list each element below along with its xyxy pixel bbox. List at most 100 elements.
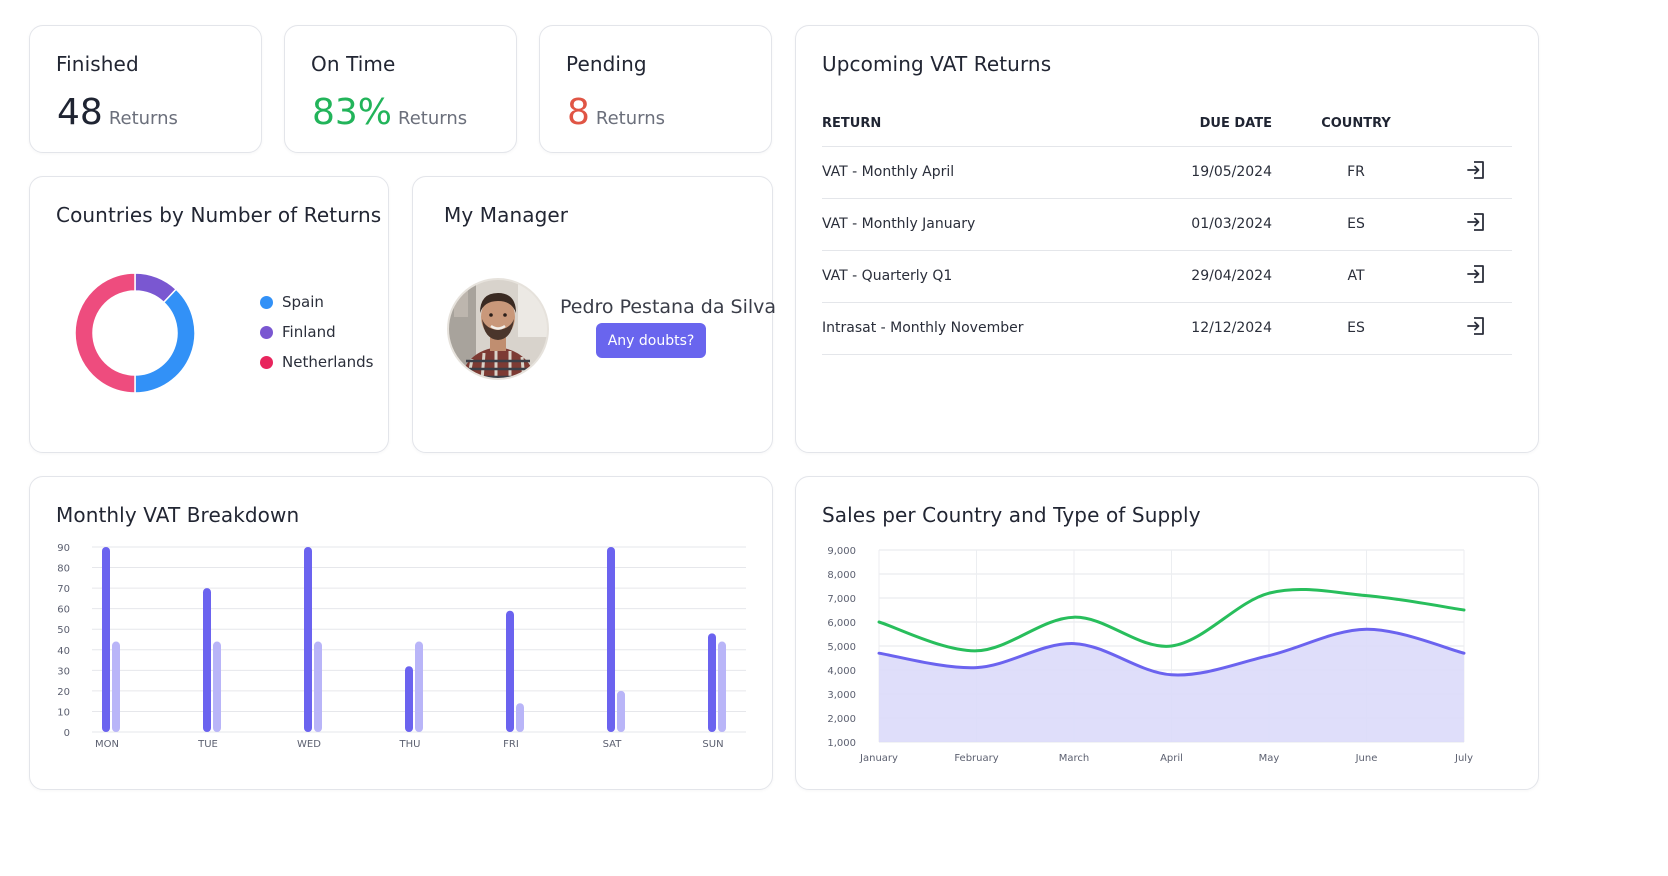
x-tick-label: July xyxy=(1454,753,1473,764)
x-tick-label: MON xyxy=(95,739,119,750)
open-return-icon[interactable] xyxy=(1466,264,1486,284)
bar[interactable] xyxy=(718,641,726,732)
y-tick-label: 3,000 xyxy=(827,690,856,701)
bar[interactable] xyxy=(213,641,221,732)
bar[interactable] xyxy=(102,547,110,732)
x-tick-label: April xyxy=(1160,753,1183,764)
manager-name: Pedro Pestana da Silva xyxy=(560,296,777,318)
sales-line-chart: 1,000 2,000 3,000 4,000 5,000 6,000 7,000 8,000… xyxy=(827,546,1473,764)
bar[interactable] xyxy=(405,666,413,732)
open-return-icon[interactable] xyxy=(1466,316,1486,336)
bar[interactable] xyxy=(617,690,625,732)
y-tick-label: 20 xyxy=(57,687,70,698)
series-line[interactable] xyxy=(877,587,1466,653)
sales-title: Sales per Country and Type of Supply xyxy=(822,503,1201,527)
stat-label: Finished xyxy=(56,52,139,76)
bar[interactable] xyxy=(203,588,211,732)
y-tick-label: 10 xyxy=(57,707,70,718)
series-area xyxy=(879,629,1464,742)
x-tick-label: SUN xyxy=(702,739,723,750)
legend-dot xyxy=(260,355,273,369)
stat-value: 83% xyxy=(312,92,393,133)
monthly-title: Monthly VAT Breakdown xyxy=(56,503,300,527)
bar[interactable] xyxy=(506,610,514,732)
y-tick-label: 90 xyxy=(57,543,70,554)
manager-card: My Manager Pedro Pes xyxy=(412,176,777,453)
x-tick-label: March xyxy=(1059,753,1089,764)
bar[interactable] xyxy=(415,641,423,732)
return-country: FR xyxy=(1272,146,1440,199)
x-tick-label: January xyxy=(859,753,898,764)
y-tick-label: 0 xyxy=(64,728,70,739)
legend-item-spain[interactable]: Spain xyxy=(260,293,324,311)
legend-dot xyxy=(260,295,273,309)
stat-unit: Returns xyxy=(398,108,468,129)
y-tick-label: 40 xyxy=(57,646,70,657)
open-return-icon[interactable] xyxy=(1466,212,1486,232)
legend-dot xyxy=(260,325,273,339)
bar[interactable] xyxy=(708,633,716,732)
legend-label: Spain xyxy=(282,293,324,311)
any-doubts-button[interactable]: Any doubts? xyxy=(596,323,706,358)
return-due-date: 29/04/2024 xyxy=(1162,250,1272,303)
col-header-return[interactable]: RETURN xyxy=(822,102,1162,147)
legend-item-finland[interactable]: Finland xyxy=(260,323,336,341)
col-header-action xyxy=(1440,102,1512,147)
x-tick-label: THU xyxy=(399,739,421,750)
table-row[interactable]: VAT - Monthly April 19/05/2024 FR xyxy=(822,146,1512,199)
stat-value: 48 xyxy=(57,92,103,133)
y-tick-label: 7,000 xyxy=(827,594,856,605)
donut-slice[interactable] xyxy=(134,288,196,394)
x-tick-label: TUE xyxy=(197,739,218,750)
open-return-icon[interactable] xyxy=(1466,160,1486,180)
y-tick-label: 80 xyxy=(57,564,70,575)
col-header-due-date[interactable]: DUE DATE xyxy=(1162,102,1272,147)
stat-label: Pending xyxy=(566,52,647,76)
legend-label: Finland xyxy=(282,323,336,341)
bar[interactable] xyxy=(304,547,312,732)
y-tick-label: 50 xyxy=(57,625,70,636)
stat-label: On Time xyxy=(311,52,396,76)
x-tick-label: SAT xyxy=(603,739,623,750)
countries-card: Countries by Number of Returns Spain Fin… xyxy=(29,176,389,453)
y-tick-label: 8,000 xyxy=(827,570,856,581)
stat-unit: Returns xyxy=(108,108,178,129)
table-row[interactable]: VAT - Monthly January 01/03/2024 ES xyxy=(822,198,1512,251)
manager-title: My Manager xyxy=(444,203,569,227)
table-header-row: RETURN DUE DATE COUNTRY xyxy=(822,102,1512,147)
y-tick-label: 4,000 xyxy=(827,666,856,677)
stat-card-finished: Finished 48 Returns xyxy=(29,25,262,153)
return-due-date: 01/03/2024 xyxy=(1162,198,1272,251)
stat-card-on-time: On Time 83% Returns xyxy=(284,25,517,153)
countries-title: Countries by Number of Returns xyxy=(56,203,382,227)
return-name: VAT - Monthly April xyxy=(822,146,1162,199)
bar[interactable] xyxy=(607,547,615,732)
bar[interactable] xyxy=(516,703,524,732)
y-tick-label: 70 xyxy=(57,584,70,595)
stat-card-pending: Pending 8 Returns xyxy=(539,25,772,153)
y-tick-label: 1,000 xyxy=(827,738,856,749)
y-tick-label: 60 xyxy=(57,605,70,616)
series-line[interactable] xyxy=(877,627,1466,677)
return-name: Intrasat - Monthly November xyxy=(822,302,1162,355)
return-due-date: 12/12/2024 xyxy=(1162,302,1272,355)
table-row[interactable]: Intrasat - Monthly November 12/12/2024 E… xyxy=(822,302,1512,355)
donut-slice[interactable] xyxy=(74,272,136,394)
return-country: ES xyxy=(1272,198,1440,251)
y-tick-label: 6,000 xyxy=(827,618,856,629)
bar[interactable] xyxy=(112,641,120,732)
x-tick-label: May xyxy=(1259,753,1280,764)
returns-table: RETURN DUE DATE COUNTRY VAT - Monthly Ap… xyxy=(822,102,1512,355)
y-tick-label: 5,000 xyxy=(827,642,856,653)
bar[interactable] xyxy=(314,641,322,732)
return-country: ES xyxy=(1272,302,1440,355)
y-tick-label: 30 xyxy=(57,666,70,677)
y-tick-label: 9,000 xyxy=(827,546,856,557)
col-header-country[interactable]: COUNTRY xyxy=(1272,102,1440,147)
countries-donut xyxy=(74,272,196,394)
return-name: VAT - Quarterly Q1 xyxy=(822,250,1162,303)
table-row[interactable]: VAT - Quarterly Q1 29/04/2024 AT xyxy=(822,250,1512,303)
x-tick-label: June xyxy=(1355,753,1378,764)
return-country: AT xyxy=(1272,250,1440,303)
legend-item-netherlands[interactable]: Netherlands xyxy=(260,353,373,371)
